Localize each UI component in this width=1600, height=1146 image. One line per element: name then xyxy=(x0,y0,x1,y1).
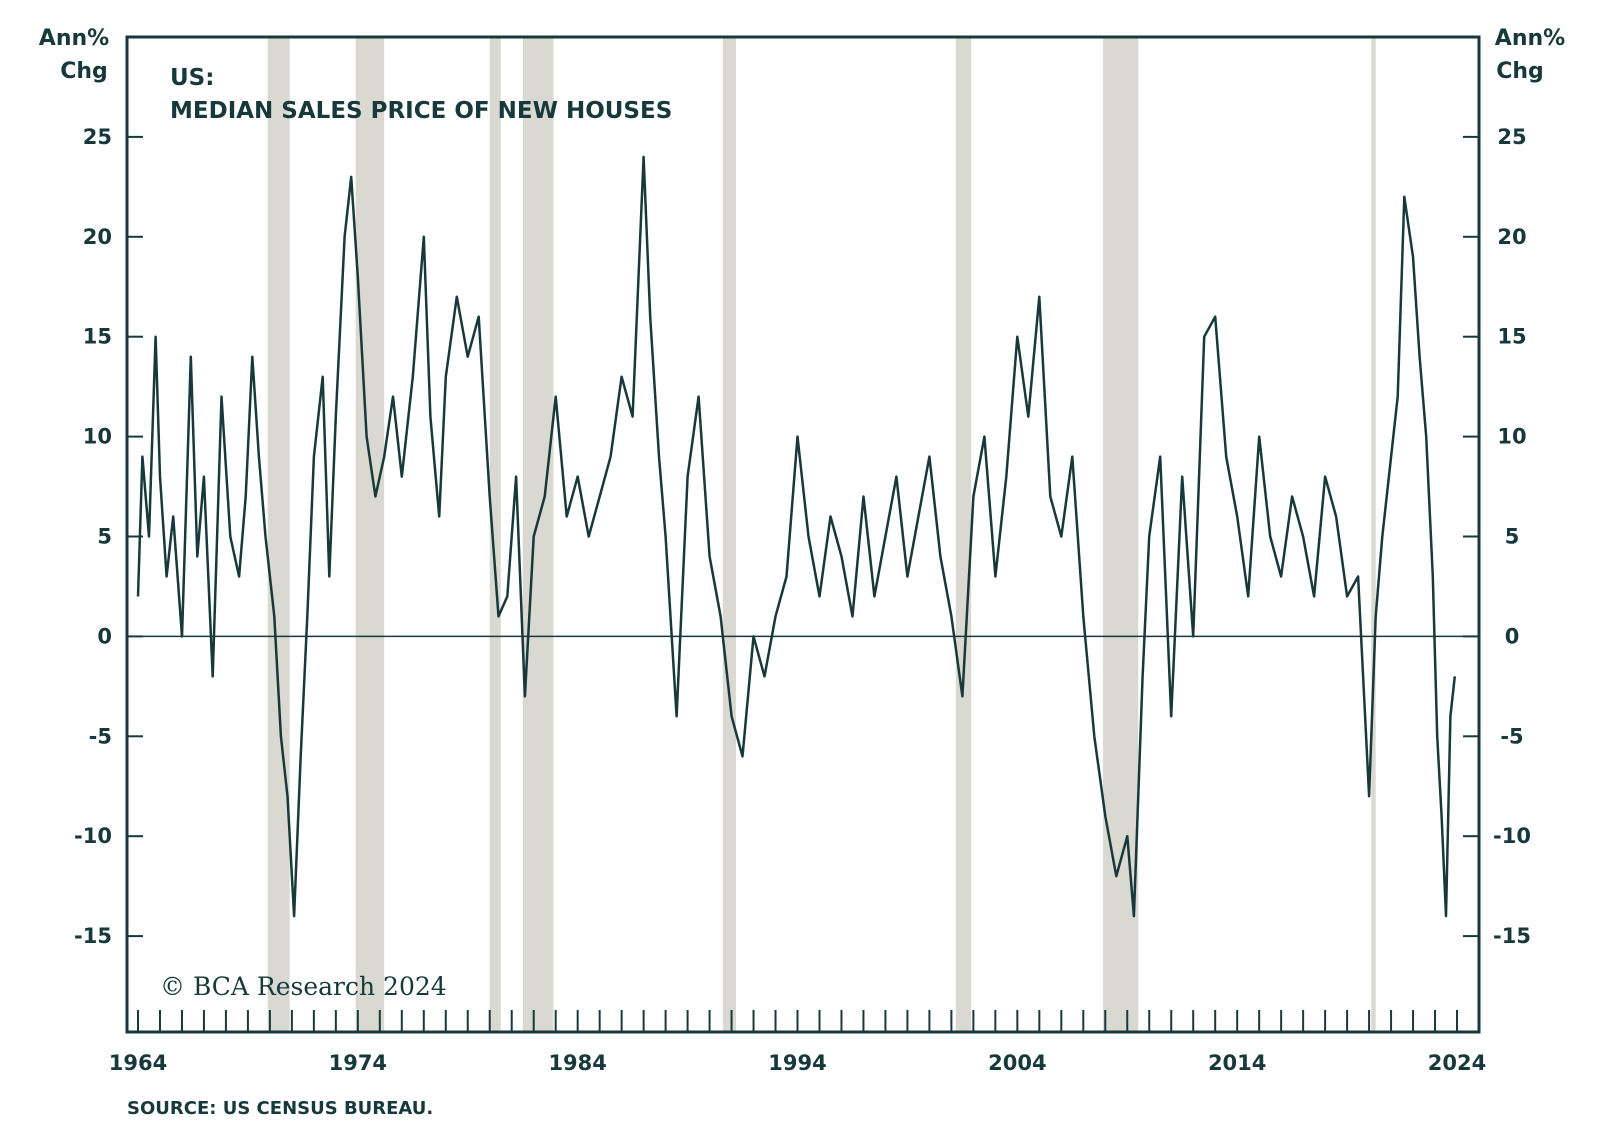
recession-band-7 xyxy=(1371,37,1376,1032)
recession-bands xyxy=(267,37,1376,1032)
right-axis-label-line2: Chg xyxy=(1496,59,1544,84)
copyright-note: © BCA Research 2024 xyxy=(160,972,447,1001)
y-tick-label-left: 5 xyxy=(97,524,112,548)
recession-band-5 xyxy=(955,37,972,1032)
y-tick-label-left: 10 xyxy=(83,425,112,449)
y-tick-label-right: -10 xyxy=(1493,824,1531,848)
y-tick-label-right: 20 xyxy=(1497,225,1526,249)
y-tick-label-right: -15 xyxy=(1493,924,1531,948)
chart-title: US: xyxy=(170,65,214,91)
left-axis-label-line1: Ann% xyxy=(39,26,109,51)
y-tick-label-left: -15 xyxy=(74,924,112,948)
x-tick-label: 1964 xyxy=(109,1051,167,1075)
x-tick-label: 1984 xyxy=(548,1051,606,1075)
y-tick-label-right: 10 xyxy=(1497,425,1526,449)
y-tick-label-left: 25 xyxy=(83,125,112,149)
y-tick-label-right: -5 xyxy=(1500,724,1523,748)
y-ticks: 25 25 20 20 15 15 10 10 5 5 0 0 -5 -5 -10 -10 -15 -15 xyxy=(74,125,1531,948)
x-tick-label: 1994 xyxy=(768,1051,826,1075)
x-tick-label: 2004 xyxy=(988,1051,1046,1075)
y-tick-label-left: 20 xyxy=(83,225,112,249)
left-axis-label-line2: Chg xyxy=(60,59,108,84)
x-tick-label: 2014 xyxy=(1208,1051,1266,1075)
y-tick-label-right: 25 xyxy=(1497,125,1526,149)
y-tick-label-left: 15 xyxy=(83,325,112,349)
y-tick-label-right: 15 xyxy=(1497,325,1526,349)
x-ticks: 1964 1974 1984 1994 2004 2014 2024 xyxy=(109,1010,1486,1075)
recession-band-6 xyxy=(1103,37,1139,1032)
y-tick-label-right: 5 xyxy=(1505,524,1520,548)
y-tick-label-left: -10 xyxy=(74,824,112,848)
series-line xyxy=(136,155,1457,918)
recession-band-0 xyxy=(267,37,290,1032)
source-note: SOURCE: US CENSUS BUREAU. xyxy=(127,1098,433,1119)
right-axis-label-line1: Ann% xyxy=(1495,26,1565,51)
x-tick-label: 1974 xyxy=(329,1051,387,1075)
series-layer xyxy=(136,155,1457,918)
recession-band-4 xyxy=(722,37,736,1032)
y-tick-label-left: 0 xyxy=(97,624,112,648)
y-tick-label-right: 0 xyxy=(1505,624,1520,648)
chart-subtitle: MEDIAN SALES PRICE OF NEW HOUSES xyxy=(170,98,672,124)
x-tick-label: 2024 xyxy=(1428,1051,1486,1075)
plot-frame xyxy=(125,35,1481,1034)
y-tick-label-left: -5 xyxy=(89,724,112,748)
recession-band-3 xyxy=(522,37,554,1032)
recession-band-1 xyxy=(355,37,385,1032)
recession-band-2 xyxy=(489,37,501,1032)
